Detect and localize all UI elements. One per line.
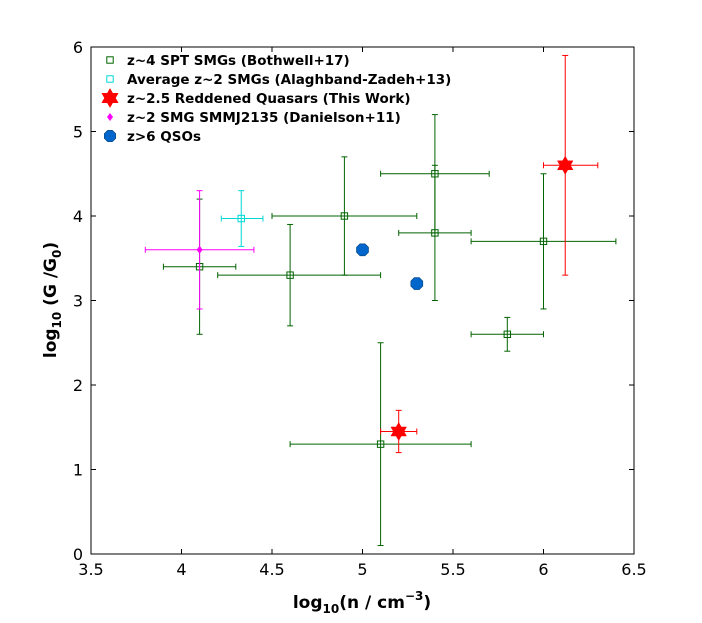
legend-marker-2 <box>101 88 119 108</box>
y-tick-label-2: 2 <box>73 376 83 395</box>
series-0-point-2-marker <box>340 212 349 220</box>
x-tick-label-0: 3.5 <box>78 560 103 579</box>
legend-label-4: z>6 QSOs <box>127 129 201 145</box>
y-tick-label-0: 0 <box>73 545 83 564</box>
series-4-point-0-marker <box>356 243 369 257</box>
y-tick-label-6: 6 <box>73 38 83 57</box>
series-4-point-1-marker <box>410 277 424 290</box>
series-2-point-1-marker <box>556 155 574 175</box>
x-axis-label-exponent: −3 <box>405 589 423 603</box>
x-tick-label-3: 5 <box>357 560 367 579</box>
x-axis-label-unit: (n / cm <box>339 593 405 613</box>
legend-marker-4 <box>104 130 116 142</box>
y-tick-label-4: 4 <box>73 207 83 226</box>
x-tick-label-1: 4 <box>176 560 186 579</box>
series-2 <box>380 54 599 454</box>
plot-frame <box>90 46 635 555</box>
x-tick-label-2: 4.5 <box>259 560 284 579</box>
y-tick-label-3: 3 <box>73 292 83 311</box>
y-axis-label-subscript: 10 <box>50 312 64 329</box>
series-0 <box>162 114 617 547</box>
series-3 <box>144 190 255 310</box>
series-0-point-6-marker <box>503 330 512 339</box>
legend-label-2: z~2.5 Reddened Quasars (This Work) <box>127 91 411 107</box>
x-tick-label-5: 6 <box>538 560 548 579</box>
y-axis-label-ratio: (G /G <box>41 258 61 312</box>
series-1 <box>220 190 264 247</box>
y-axis-label-close: ) <box>41 242 61 250</box>
series-1-point-0-marker <box>237 214 245 223</box>
y-axis-label-subscript-zero: 0 <box>50 250 64 258</box>
series-3-point-0-marker <box>196 245 203 254</box>
legend-marker-0 <box>106 56 114 64</box>
x-tick-label-6: 6.5 <box>621 560 646 579</box>
legend-label-3: z~2 SMG SMMJ2135 (Danielson+11) <box>127 110 401 126</box>
series-4 <box>356 243 424 290</box>
series-0-point-7-marker <box>539 237 548 246</box>
series-2-point-0-marker <box>390 421 407 441</box>
x-axis-label-close: ) <box>423 593 431 613</box>
data-marks <box>144 54 617 547</box>
x-tick-label-4: 5.5 <box>440 560 465 579</box>
legend: z~4 SPT SMGs (Bothwell+17) Average z~2 SM… <box>101 53 451 145</box>
legend-marker-1 <box>106 75 114 83</box>
series-0-point-5-marker <box>431 229 439 237</box>
legend-label-1: Average z~2 SMGs (Alaghband-Zadeh+13) <box>127 72 451 88</box>
y-tick-label-5: 5 <box>73 123 83 142</box>
series-0-point-3-marker <box>376 440 385 448</box>
legend-label-0: z~4 SPT SMGs (Bothwell+17) <box>127 53 350 69</box>
series-0-point-1-marker <box>286 271 294 279</box>
x-axis-label: log10(n / cm−3) <box>293 589 431 616</box>
y-axis-label: log10 (G /G0) <box>41 242 64 358</box>
x-axis-label-subscript: 10 <box>323 602 340 616</box>
legend-marker-3 <box>107 113 113 121</box>
y-tick-label-1: 1 <box>73 461 83 480</box>
